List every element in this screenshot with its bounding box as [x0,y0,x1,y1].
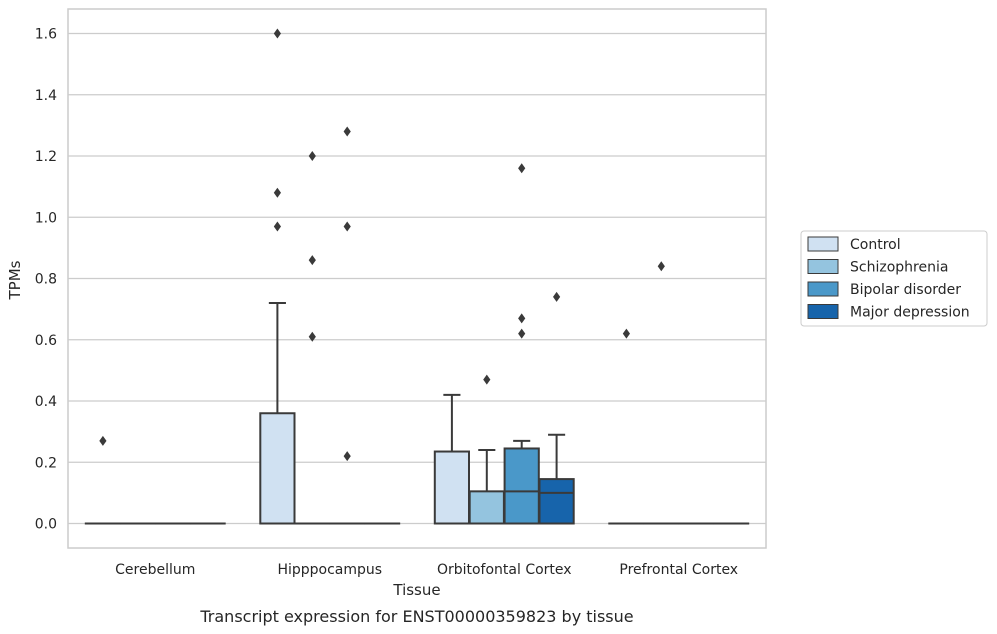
legend: Control Schizophrenia Bipolar disorder Majo… [800,230,988,327]
legend-frame [800,230,988,327]
y-tick-label: 1.4 [35,88,57,104]
x-tick-label: Prefrontal Cortex [619,562,738,578]
y-tick-label: 1.2 [35,149,57,165]
box-iqr [503,447,540,525]
x-axis-label: Tissue [392,581,440,599]
outlier-point [343,126,351,137]
legend-label: Bipolar disorder [850,282,961,298]
legend-swatch [807,236,839,252]
legend-label: Schizophrenia [850,260,948,276]
box-schizophrenia [643,261,680,525]
plot-frame [67,8,767,549]
box-schizophrenia [468,374,505,525]
box-iqr [433,450,471,525]
outlier-point [553,291,561,302]
legend-label: Major depression [850,305,970,321]
box-bipolar-disorder [329,126,366,525]
outlier-point [273,221,281,232]
box-control [433,393,471,525]
outlier-point [518,328,526,339]
legend-swatch [807,281,839,297]
x-tick-label: Hipppocampus [277,562,382,578]
y-tick-label: 1.6 [35,27,57,43]
x-tick-label: Orbitofontal Cortex [437,562,572,578]
box-major-depression [538,291,575,525]
outlier-point [343,451,351,462]
outlier-point [99,435,107,446]
y-tick-label: 0.6 [35,333,57,349]
outlier-point [343,221,351,232]
y-gridlines [68,32,766,525]
box-bipolar-disorder [503,163,540,525]
y-axis-label: TPMs [6,260,24,300]
outlier-point [273,28,281,39]
y-tick-label: 0.0 [35,517,57,533]
y-tick-label: 0.8 [35,272,57,288]
x-tick-label: Cerebellum [115,562,195,578]
legend-swatch [807,259,839,274]
outlier-point [273,187,281,198]
outlier-point [518,163,526,174]
legend-label: Control [850,237,901,253]
legend-swatch [807,304,839,319]
box-control [608,328,645,525]
outlier-point [518,313,526,324]
box-schizophrenia [294,151,331,525]
box-plot-area [84,28,750,525]
y-tick-label: 1.0 [35,210,57,226]
outlier-point [657,261,665,272]
box-control [259,28,296,525]
y-tick-label: 0.4 [35,394,57,410]
y-tick-label: 0.2 [35,455,57,471]
chart-caption: Transcript expression for ENST0000035982… [199,607,633,626]
y-tick-labels: 0.0 0.2 0.4 0.6 0.8 1.0 1.2 1.4 1.6 [35,27,57,533]
box-iqr [538,478,575,525]
outlier-point [308,151,316,161]
outlier-point [308,331,316,342]
x-tick-labels: Cerebellum Hipppocampus Orbitofontal Corte… [115,562,738,578]
box-control [84,435,122,525]
outlier-point [483,374,491,385]
outlier-point [308,255,316,266]
box-iqr [259,412,296,525]
outlier-point [622,328,630,339]
box-iqr [468,490,505,525]
